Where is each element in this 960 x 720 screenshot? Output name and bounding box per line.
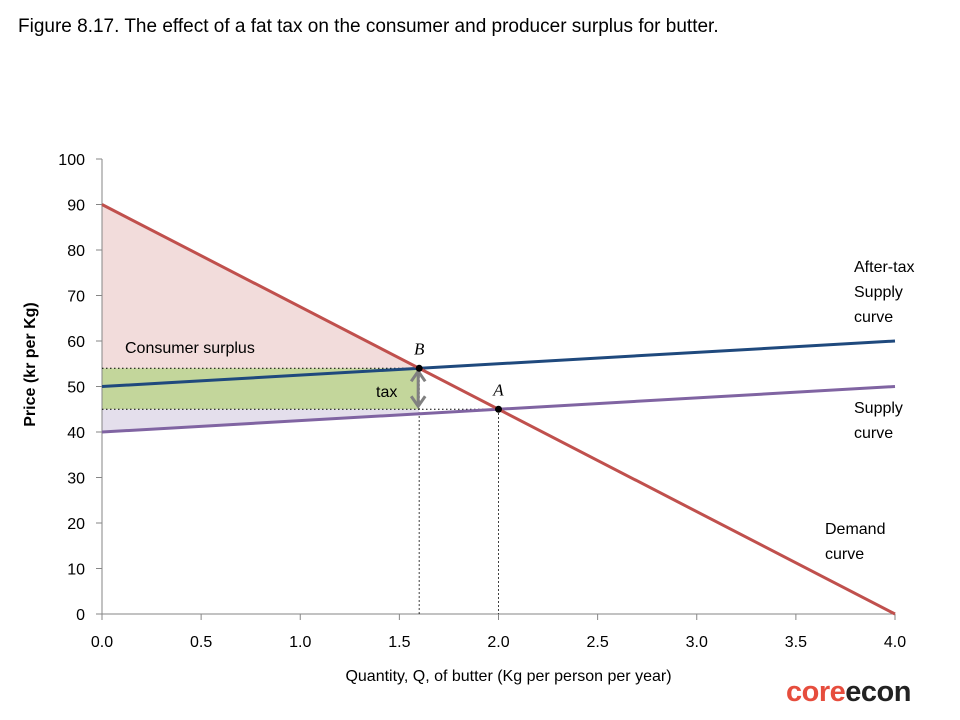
point-label-a: A xyxy=(492,380,504,399)
after-tax-supply-curve xyxy=(101,339,896,388)
supply-curve-label: curve xyxy=(854,425,893,442)
demand-curve-label: Demand xyxy=(825,521,885,538)
tax-revenue-area xyxy=(102,368,420,410)
x-tick-label: 0.0 xyxy=(91,634,113,651)
y-tick-label: 10 xyxy=(67,562,85,579)
point-label-b: B xyxy=(414,339,425,358)
x-tick-label: 1.5 xyxy=(388,634,410,651)
y-tick-label: 100 xyxy=(58,152,85,169)
after-tax-supply-curve-label: Supply xyxy=(854,284,903,301)
after-tax-supply-curve-label: After-tax xyxy=(854,259,914,276)
y-tick-label: 20 xyxy=(67,516,85,533)
x-tick-label: 3.5 xyxy=(785,634,807,651)
y-tick-label: 30 xyxy=(67,471,85,488)
y-tick-label: 50 xyxy=(67,380,85,397)
y-tick-label: 0 xyxy=(76,607,85,624)
x-tick-label: 3.0 xyxy=(686,634,708,651)
y-tick-label: 80 xyxy=(67,243,85,260)
logo-econ: econ xyxy=(845,676,911,708)
point-b xyxy=(415,364,423,372)
logo-core: core xyxy=(786,676,846,708)
point-a xyxy=(495,405,502,413)
coreecon-logo: coreecon xyxy=(786,676,911,709)
x-tick-label: 2.5 xyxy=(587,634,609,651)
y-tick-label: 40 xyxy=(67,425,85,442)
y-tick-label: 90 xyxy=(67,198,85,215)
x-tick-label: 4.0 xyxy=(884,634,906,651)
after-tax-supply-curve-label: curve xyxy=(854,309,893,326)
tax-label: tax xyxy=(376,384,397,401)
x-tick-label: 1.0 xyxy=(289,634,311,651)
x-axis-title: Quantity, Q, of butter (Kg per person pe… xyxy=(345,668,671,685)
demand-curve-label: curve xyxy=(825,546,864,563)
tax-arrow-head-down xyxy=(409,395,427,409)
x-tick-label: 0.5 xyxy=(190,634,212,651)
supply-curve-label: Supply xyxy=(854,400,903,417)
y-axis-title: Price (kr per Kg) xyxy=(22,302,39,426)
figure-title: Figure 8.17. The effect of a fat tax on … xyxy=(18,16,719,37)
x-tick-label: 2.0 xyxy=(487,634,509,651)
y-tick-label: 60 xyxy=(67,334,85,351)
y-tick-label: 70 xyxy=(67,289,85,306)
consumer-surplus-label: Consumer surplus xyxy=(125,340,255,357)
